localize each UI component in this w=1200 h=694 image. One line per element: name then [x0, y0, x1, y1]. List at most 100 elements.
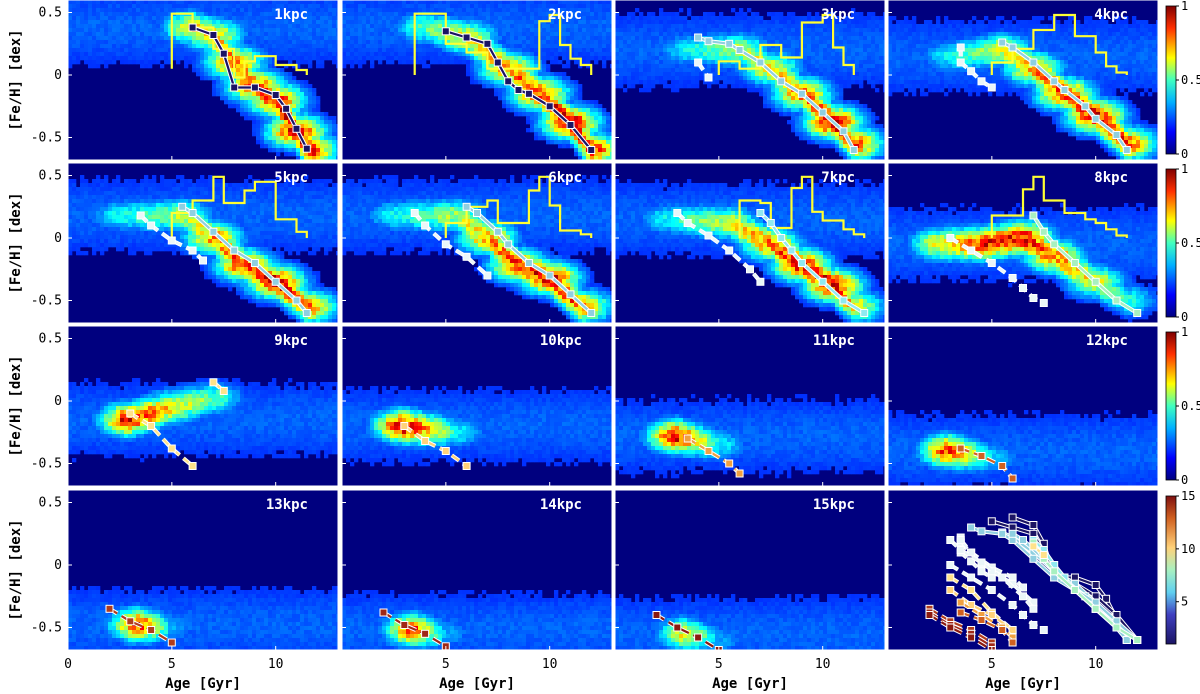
track-series	[946, 561, 1048, 634]
track-point	[1008, 474, 1017, 483]
track-point	[126, 409, 135, 418]
track-point	[1091, 581, 1100, 589]
track-point	[147, 422, 156, 430]
colorbar-gradient	[1165, 495, 1177, 645]
panel-border	[614, 489, 886, 651]
track-point	[400, 422, 409, 430]
track-point	[756, 58, 765, 67]
track-point	[462, 252, 471, 261]
panel-14kpc: 14kpc 5 10 Age [Gyr]	[341, 489, 613, 692]
panel-10kpc: 10kpc	[341, 325, 613, 487]
track-point	[956, 536, 965, 544]
track-point	[587, 146, 596, 154]
track-point	[756, 209, 765, 217]
track-point	[493, 58, 502, 67]
panel-1kpc: 1kpc 0.5 0 -0.5 [Fe/H] [dex]	[8, 0, 339, 161]
track-point	[797, 89, 806, 98]
track-point	[188, 462, 197, 470]
y-axis-label: [Fe/H] [dex]	[8, 29, 24, 130]
track-series	[441, 27, 596, 154]
density-map	[68, 0, 338, 160]
track-point	[946, 573, 955, 582]
x-axis-label: Age [Gyr]	[439, 676, 515, 692]
tick-marks	[341, 502, 551, 650]
colorbar-tick-label: 0.5	[1181, 73, 1200, 87]
track-point	[421, 629, 430, 638]
track-point	[1029, 521, 1038, 529]
track-point	[421, 221, 430, 230]
track-point	[1008, 43, 1017, 52]
colorbar-tick-label: 0.5	[1181, 236, 1200, 250]
track-series	[998, 38, 1131, 154]
track-point	[136, 211, 145, 220]
track-series	[694, 33, 858, 154]
track-point	[967, 246, 976, 255]
track-series	[462, 202, 596, 317]
track-point	[683, 434, 692, 443]
track-point	[956, 43, 965, 52]
panel-8kpc: 8kpc	[887, 162, 1159, 324]
track-point	[1029, 621, 1038, 629]
track-series	[946, 536, 1038, 613]
track-point	[514, 86, 523, 94]
density-map	[888, 16, 1158, 160]
colorbar-tick-label: 15	[1181, 489, 1195, 503]
track-point	[379, 608, 388, 617]
tick-marks	[614, 502, 824, 650]
track-point	[839, 127, 848, 136]
track-point	[956, 598, 965, 607]
colorbar-tick-label: 10	[1181, 542, 1195, 556]
track-point	[219, 387, 228, 395]
track-point	[1122, 146, 1131, 154]
track-point	[694, 33, 703, 42]
panel-9kpc: 9kpc 0.5 0 -0.5 [Fe/H] [dex]	[8, 325, 339, 487]
track-point	[483, 39, 492, 48]
track-point	[725, 39, 734, 48]
colorbar-tick-label: 1	[1181, 162, 1188, 176]
track-series	[126, 409, 197, 470]
track-point	[219, 49, 228, 58]
track-line	[108, 607, 173, 644]
y-tick-label: -0.5	[31, 131, 62, 146]
track-point	[587, 309, 596, 317]
colorbar-tick-label: 1	[1181, 325, 1188, 339]
track-point	[777, 234, 786, 242]
track-point	[1008, 638, 1017, 647]
y-axis-label: [Fe/H] [dex]	[8, 519, 24, 620]
track-point	[410, 209, 419, 217]
track-point	[504, 240, 513, 249]
colorbar-gradient	[1165, 5, 1177, 155]
density-map	[888, 410, 1158, 486]
panel-label: 7kpc	[821, 170, 855, 186]
x-tick-label: 5	[715, 657, 723, 672]
x-tick-label: 10	[1088, 657, 1104, 672]
x-axis-label: Age [Gyr]	[165, 676, 241, 692]
panel-border	[614, 0, 886, 161]
track-series	[956, 444, 1017, 483]
panel-border	[341, 162, 613, 324]
track-point	[956, 546, 965, 554]
track-point	[683, 219, 692, 227]
track-point	[725, 246, 734, 255]
track-point	[946, 561, 955, 569]
density-map	[68, 586, 338, 650]
track-series	[410, 209, 492, 280]
y-tick-label: 0.5	[39, 496, 62, 511]
track-point	[1070, 259, 1079, 267]
track-point	[1081, 102, 1090, 111]
density-map	[342, 386, 612, 467]
track-point	[1091, 604, 1100, 613]
panel-label: 3kpc	[821, 7, 855, 23]
track-point	[967, 633, 976, 642]
track-point	[998, 38, 1007, 47]
track-point	[421, 437, 430, 445]
track-series	[1029, 211, 1142, 317]
track-point	[178, 202, 187, 211]
track-line	[655, 614, 720, 650]
track-line	[697, 36, 855, 151]
track-point	[725, 459, 734, 468]
track-point	[1029, 604, 1038, 613]
track-series	[673, 209, 765, 286]
track-point	[987, 83, 996, 92]
track-point	[652, 611, 661, 619]
